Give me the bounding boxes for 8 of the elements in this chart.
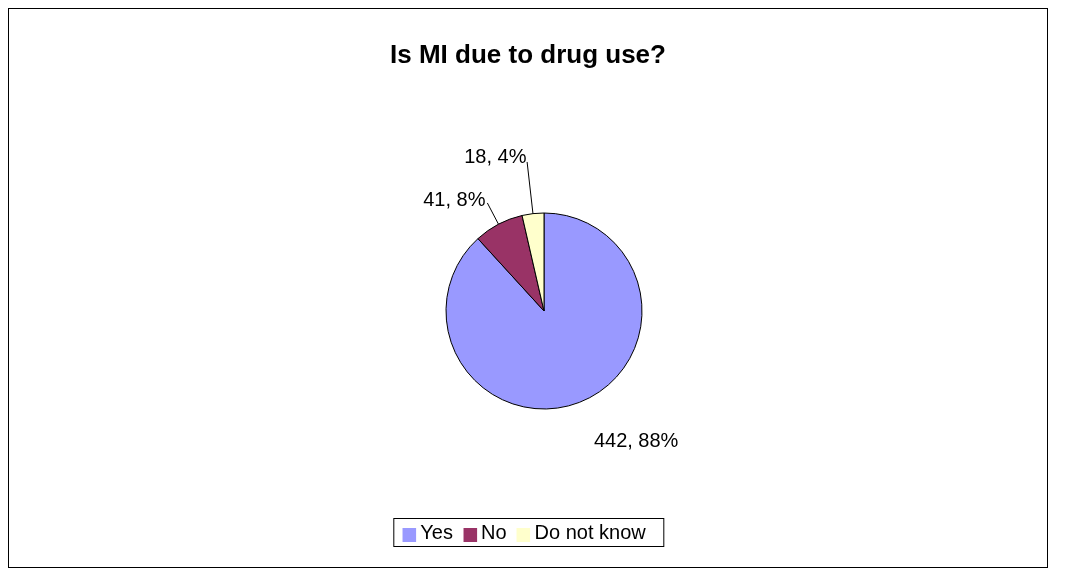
chart-title: Is MI due to drug use?: [389, 38, 667, 71]
data-label: 41, 8%: [423, 188, 486, 211]
legend-label: Yes: [420, 521, 453, 543]
data-label: 442, 88%: [593, 428, 679, 451]
pie-slice: [445, 212, 643, 410]
legend-label: No: [480, 521, 507, 543]
legend-label: Do not know: [534, 521, 646, 543]
data-label: 18, 4%: [464, 144, 527, 167]
